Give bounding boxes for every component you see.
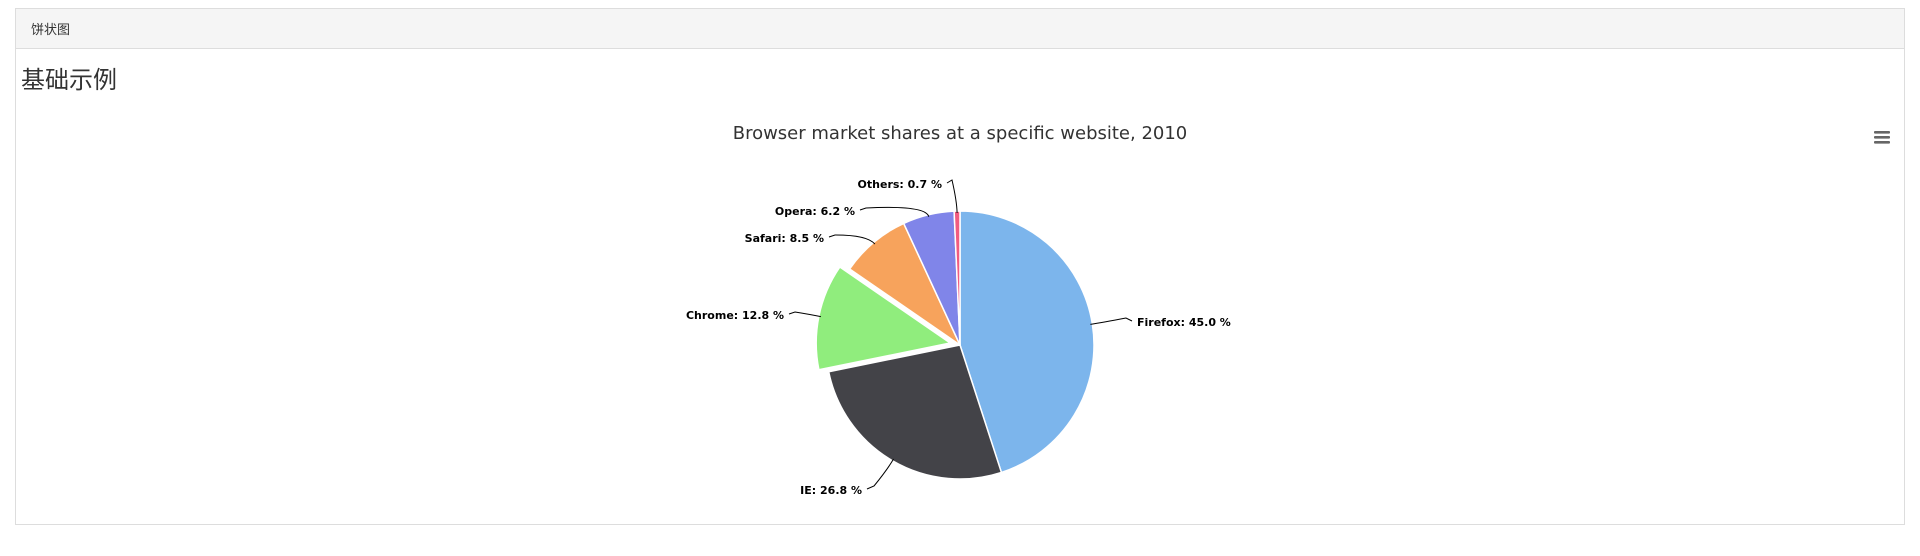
chart-title: Browser market shares at a specific webs… bbox=[733, 123, 1188, 144]
hamburger-menu-icon bbox=[1874, 131, 1890, 144]
chart-context-menu-button[interactable] bbox=[1872, 128, 1892, 146]
data-label-ie: IE: 26.8 % bbox=[800, 484, 862, 497]
connector-firefox bbox=[1090, 317, 1133, 325]
connector-safari bbox=[828, 234, 876, 245]
connector-chrome bbox=[788, 311, 821, 318]
data-label-opera: Opera: 6.2 % bbox=[775, 205, 855, 218]
connector-opera bbox=[859, 206, 930, 217]
panel-heading: 饼状图 bbox=[16, 9, 1904, 49]
data-label-others: Others: 0.7 % bbox=[858, 178, 942, 191]
data-label-chrome: Chrome: 12.8 % bbox=[686, 309, 784, 322]
connector-ie bbox=[866, 458, 894, 490]
data-label-connectors bbox=[788, 179, 1133, 490]
data-label-safari: Safari: 8.5 % bbox=[745, 232, 824, 245]
data-label-firefox: Firefox: 45.0 % bbox=[1137, 316, 1231, 329]
connector-others bbox=[946, 179, 958, 214]
data-labels: Firefox: 45.0 % IE: 26.8 % Chrome: 12.8 % S… bbox=[686, 178, 1231, 497]
pie-slices bbox=[815, 210, 1095, 480]
section-title: 基础示例 bbox=[21, 66, 117, 94]
